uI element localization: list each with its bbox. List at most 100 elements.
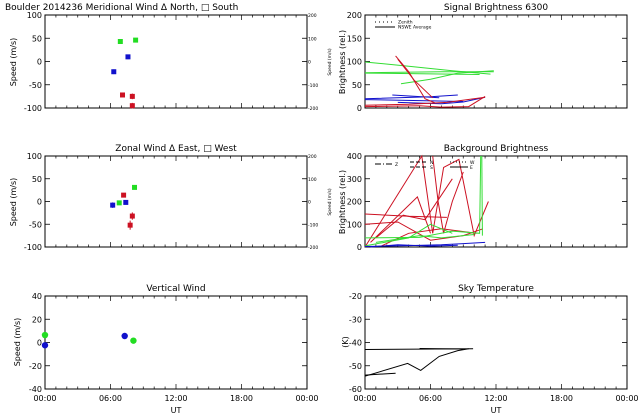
data-point [133, 37, 139, 43]
series-line [364, 154, 489, 248]
x-tick-label: 06:00 [99, 394, 122, 403]
y-tick-label: 100 [347, 58, 362, 67]
x-tick-label: 12:00 [484, 394, 507, 403]
y-tick-label: 50 [32, 34, 42, 43]
y2-tick-label: -200 [308, 106, 318, 112]
data-point [121, 192, 127, 198]
series-line [481, 155, 483, 236]
panel-vertical: Vertical Wind Speed (m/s) UT [13, 284, 206, 415]
plot-frame [364, 155, 628, 248]
y-tick-label: -20 [29, 362, 42, 371]
series-line [364, 95, 486, 108]
data-point [129, 213, 135, 219]
y-tick-label: -50 [349, 362, 362, 371]
y-tick-label: 0 [357, 243, 362, 252]
legend-label: Zenith [398, 20, 413, 26]
y-tick-label: -40 [29, 385, 42, 394]
y-tick-label: -50 [29, 220, 42, 229]
y-tick-label: 50 [352, 81, 362, 90]
y-tick-label: 0 [37, 198, 42, 207]
panel-background: Background Brightness Brightness (rel.) [338, 144, 549, 234]
data-point [127, 222, 133, 228]
y2-tick-label: 100 [308, 36, 317, 42]
series-black [364, 348, 474, 377]
series-red [120, 92, 135, 109]
data-point [123, 199, 129, 205]
data-point [132, 184, 138, 190]
y-tick-label: 20 [32, 315, 42, 324]
y-tick-label: 200 [347, 11, 362, 20]
series-line [397, 96, 486, 105]
x-tick-label: 00:00 [615, 394, 638, 403]
chart-title-zonal: Zonal Wind Δ East, □ West [115, 144, 237, 154]
series-line [364, 372, 396, 376]
x-tick-label: 18:00 [230, 394, 253, 403]
series-line [375, 178, 453, 239]
y-tick-label: 200 [347, 198, 362, 207]
y-tick-label: 40 [32, 292, 42, 301]
chart-title-meridional: Boulder 2014236 Meridional Wind Δ North,… [5, 3, 238, 13]
y-axis-label-skytemp: (K) [341, 336, 350, 348]
chart-meridional: 100 50 0 -50 -100 200 100 0 -100 -200 [24, 11, 319, 113]
y-tick-label: 50 [32, 175, 42, 184]
plot-frame [44, 14, 308, 109]
y-tick-label: -40 [349, 339, 362, 348]
legend-label: W [470, 160, 475, 166]
y-tick-label: 100 [27, 11, 42, 20]
legend-label: E [470, 165, 473, 171]
y-axis-label-vertical: Speed (m/s) [13, 318, 22, 367]
y-tick-label: 0 [357, 104, 362, 113]
y-tick-label: -100 [24, 104, 42, 113]
series-green [41, 331, 137, 344]
legend-label: N [430, 160, 433, 166]
y2-tick-label: -100 [308, 83, 318, 89]
y2-tick-label: 100 [308, 177, 317, 183]
y2-axis-label-meridional: Speed (m/s) [327, 48, 333, 76]
data-point [41, 342, 49, 349]
series-line [397, 58, 434, 99]
series-blue [364, 241, 486, 248]
data-point [111, 69, 117, 75]
y-tick-label: 100 [347, 220, 362, 229]
series-line [364, 94, 458, 100]
series-line [364, 72, 480, 75]
y2-axis-label-zonal: Speed (m/s) [327, 188, 333, 216]
y2-tick-label: -100 [308, 222, 318, 228]
panel-zonal: Zonal Wind Δ East, □ West Speed (m/s) Sp… [9, 144, 333, 226]
series-red [364, 55, 486, 108]
y-tick-label: -30 [349, 315, 362, 324]
series-blue [364, 94, 486, 105]
y-axis-label-signal: Brightness (rel.) [338, 30, 347, 94]
x-tick-label: 00:00 [353, 394, 376, 403]
y-tick-label: 0 [37, 339, 42, 348]
data-point [129, 103, 135, 109]
panel-meridional: Boulder 2014236 Meridional Wind Δ North,… [5, 3, 333, 86]
y-axis-label-meridional: Speed (m/s) [9, 38, 18, 87]
y-tick-label: 300 [347, 175, 362, 184]
x-tick-label: 00:00 [295, 394, 318, 403]
y-tick-label: 0 [37, 58, 42, 67]
series-red [121, 192, 135, 230]
data-point [130, 337, 137, 344]
legend-label: S [430, 165, 433, 171]
y-tick-label: -20 [349, 292, 362, 301]
legend-label: Z [395, 162, 398, 168]
panel-skytemp: Sky Temperature (K) UT [341, 284, 534, 415]
series-blue [111, 54, 131, 75]
x-tick-label: 06:00 [419, 394, 442, 403]
data-point [121, 332, 128, 340]
series-line [364, 241, 486, 247]
plot-frame [44, 155, 308, 248]
panel-signal: Signal Brightness 6300 Brightness (rel.) [338, 3, 548, 94]
chart-zonal: 100 50 0 -50 -100 200 100 0 -100 -200 [24, 152, 319, 252]
series-red [364, 154, 489, 248]
plot-frame [364, 295, 628, 390]
y-tick-label: 100 [27, 152, 42, 161]
series-line [432, 155, 464, 234]
data-point [129, 93, 135, 99]
data-point [125, 54, 131, 60]
series-line [375, 234, 475, 243]
y2-tick-label: 200 [308, 154, 317, 160]
